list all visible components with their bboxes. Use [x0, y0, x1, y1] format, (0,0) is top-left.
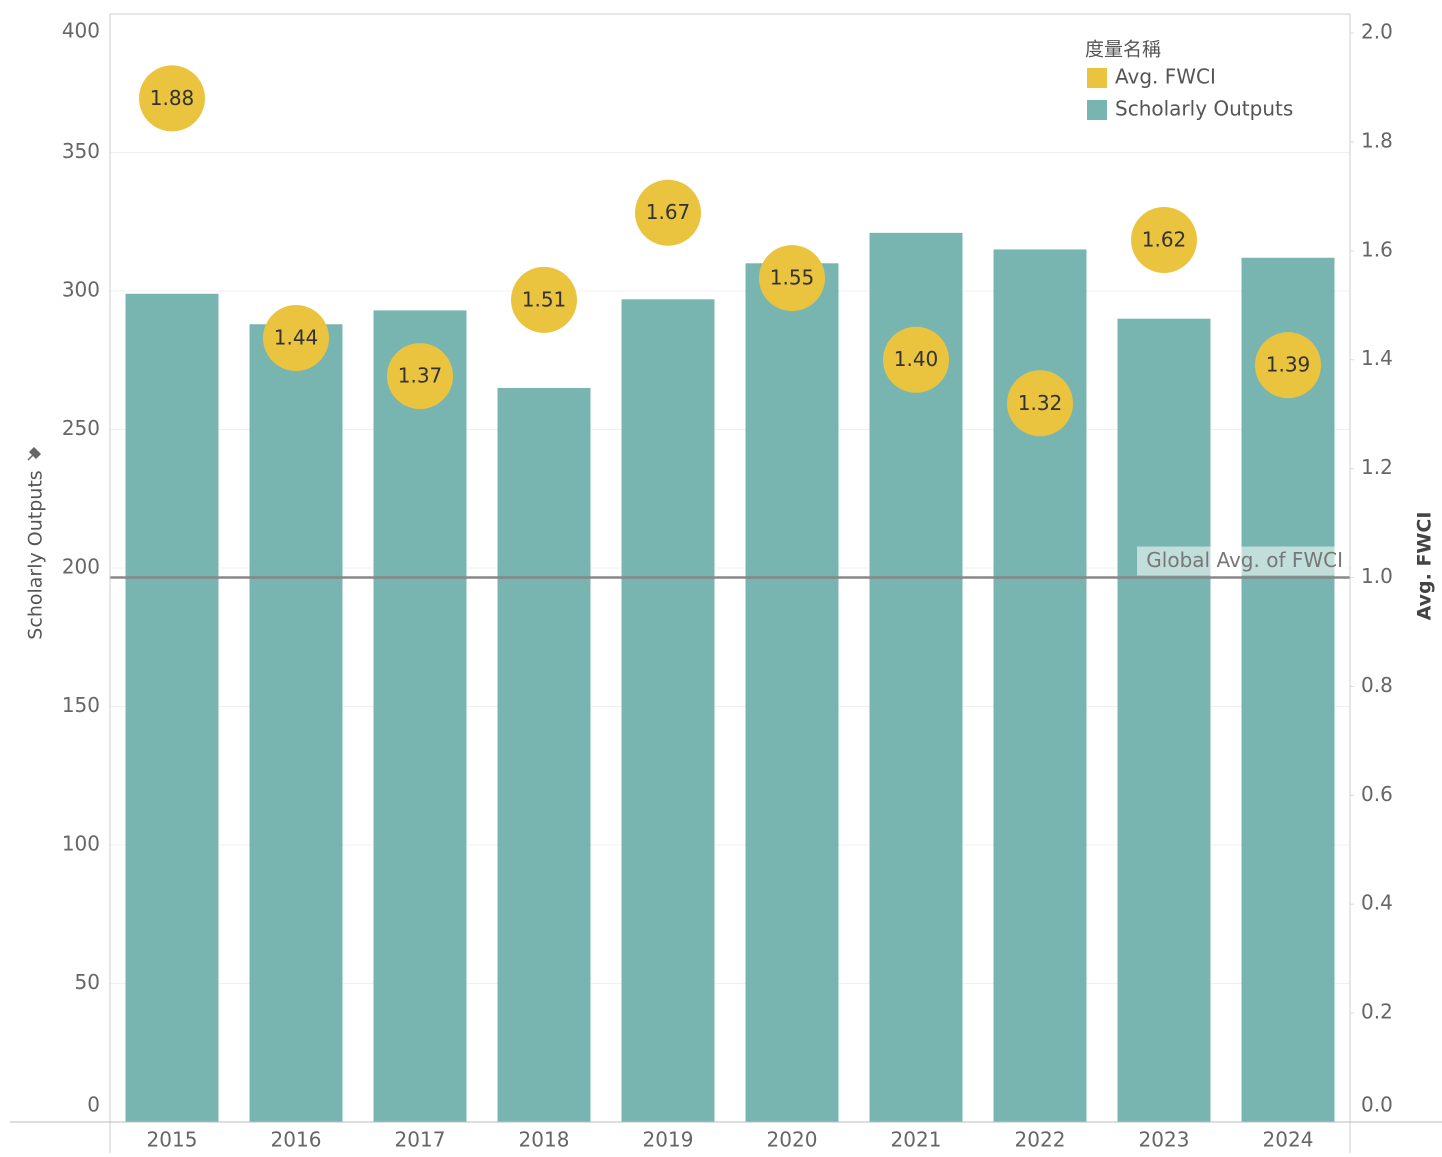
legend-swatch [1087, 68, 1107, 88]
fwci-dot [511, 266, 577, 333]
y2-tick-label: 2.0 [1361, 20, 1393, 44]
x-tick-label: 2020 [767, 1128, 818, 1152]
y2-tick-label: 0.2 [1361, 1000, 1393, 1024]
bar [621, 299, 715, 1122]
reference-label: Global Avg. of FWCI [1146, 548, 1343, 572]
y2-axis-title: Avg. FWCI [1414, 512, 1436, 621]
y-tick-label: 250 [62, 416, 100, 440]
legend-swatch [1087, 100, 1107, 120]
reference-label-box [1137, 546, 1345, 576]
legend-title: 度量名稱 [1085, 39, 1161, 61]
data-label: 1.37 [398, 364, 443, 388]
x-tick-label: 2023 [1139, 1128, 1190, 1152]
axis-layer: 0 50 100 150 200 250 300 350 400 0.0 0.2 0.4 0.6 0.8 1… [10, 13, 1442, 1153]
y2-tick-label: 1.2 [1361, 455, 1393, 479]
x-tick-label: 2016 [271, 1128, 322, 1152]
dot-layer: 1.88 1.44 1.37 1.51 1.67 1.55 1.40 1.32 1.62 1.39 [139, 65, 1321, 437]
y2-tick-label: 1.8 [1361, 128, 1393, 152]
fwci-dot [387, 343, 453, 410]
bar [497, 387, 591, 1122]
y2-tick-label: 1.0 [1361, 564, 1393, 588]
y2-tick-label: 0.8 [1361, 673, 1393, 697]
y-axis-title: Scholarly Outputs [25, 470, 47, 639]
bar [1241, 257, 1335, 1122]
reference-layer: Global Avg. of FWCI [110, 546, 1350, 579]
x-tick-label: 2024 [1263, 1128, 1314, 1152]
fwci-dot [1007, 370, 1073, 437]
data-label: 1.39 [1266, 353, 1311, 377]
x-tick-label: 2021 [891, 1128, 942, 1152]
y-tick-label: 100 [62, 832, 100, 856]
bar [249, 324, 343, 1122]
fwci-dot [1255, 332, 1321, 399]
fwci-dot [883, 326, 949, 393]
bar-layer [125, 232, 1335, 1122]
y-tick-label: 400 [62, 19, 100, 43]
bar [125, 293, 219, 1122]
fwci-dot [635, 179, 701, 246]
fwci-dot [139, 65, 205, 132]
data-label: 1.44 [274, 325, 319, 349]
data-label: 1.51 [522, 287, 567, 311]
data-label: 1.88 [150, 86, 195, 110]
y2-tick-label: 1.4 [1361, 346, 1393, 370]
fwci-dot [759, 245, 825, 312]
y-tick-label: 0 [87, 1093, 100, 1117]
pin-icon [27, 446, 42, 461]
x-tick-label: 2018 [519, 1128, 570, 1152]
data-label: 1.40 [894, 347, 939, 371]
y-tick-label: 350 [62, 139, 100, 163]
legend-label: Scholarly Outputs [1115, 97, 1293, 121]
y-tick-label: 150 [62, 693, 100, 717]
y-tick-label: 50 [75, 970, 100, 994]
y2-tick-label: 0.6 [1361, 782, 1393, 806]
bar [373, 310, 467, 1122]
x-tick-label: 2022 [1015, 1128, 1066, 1152]
data-label: 1.55 [770, 266, 815, 290]
x-tick-label: 2015 [147, 1128, 198, 1152]
y-tick-label: 200 [62, 555, 100, 579]
data-label: 1.32 [1018, 391, 1063, 415]
bar [745, 263, 839, 1122]
bar [1117, 318, 1211, 1122]
legend-label: Avg. FWCI [1115, 65, 1216, 89]
y2-tick-label: 0.4 [1361, 891, 1393, 915]
fwci-dot [1131, 206, 1197, 273]
fwci-dot [263, 304, 329, 371]
x-tick-label: 2019 [643, 1128, 694, 1152]
y2-tick-label: 0.0 [1361, 1093, 1393, 1117]
y2-tick-label: 1.6 [1361, 237, 1393, 261]
data-label: 1.62 [1142, 227, 1187, 251]
x-tick-label: 2017 [395, 1128, 446, 1152]
y-tick-label: 300 [62, 278, 100, 302]
data-label: 1.67 [646, 200, 691, 224]
